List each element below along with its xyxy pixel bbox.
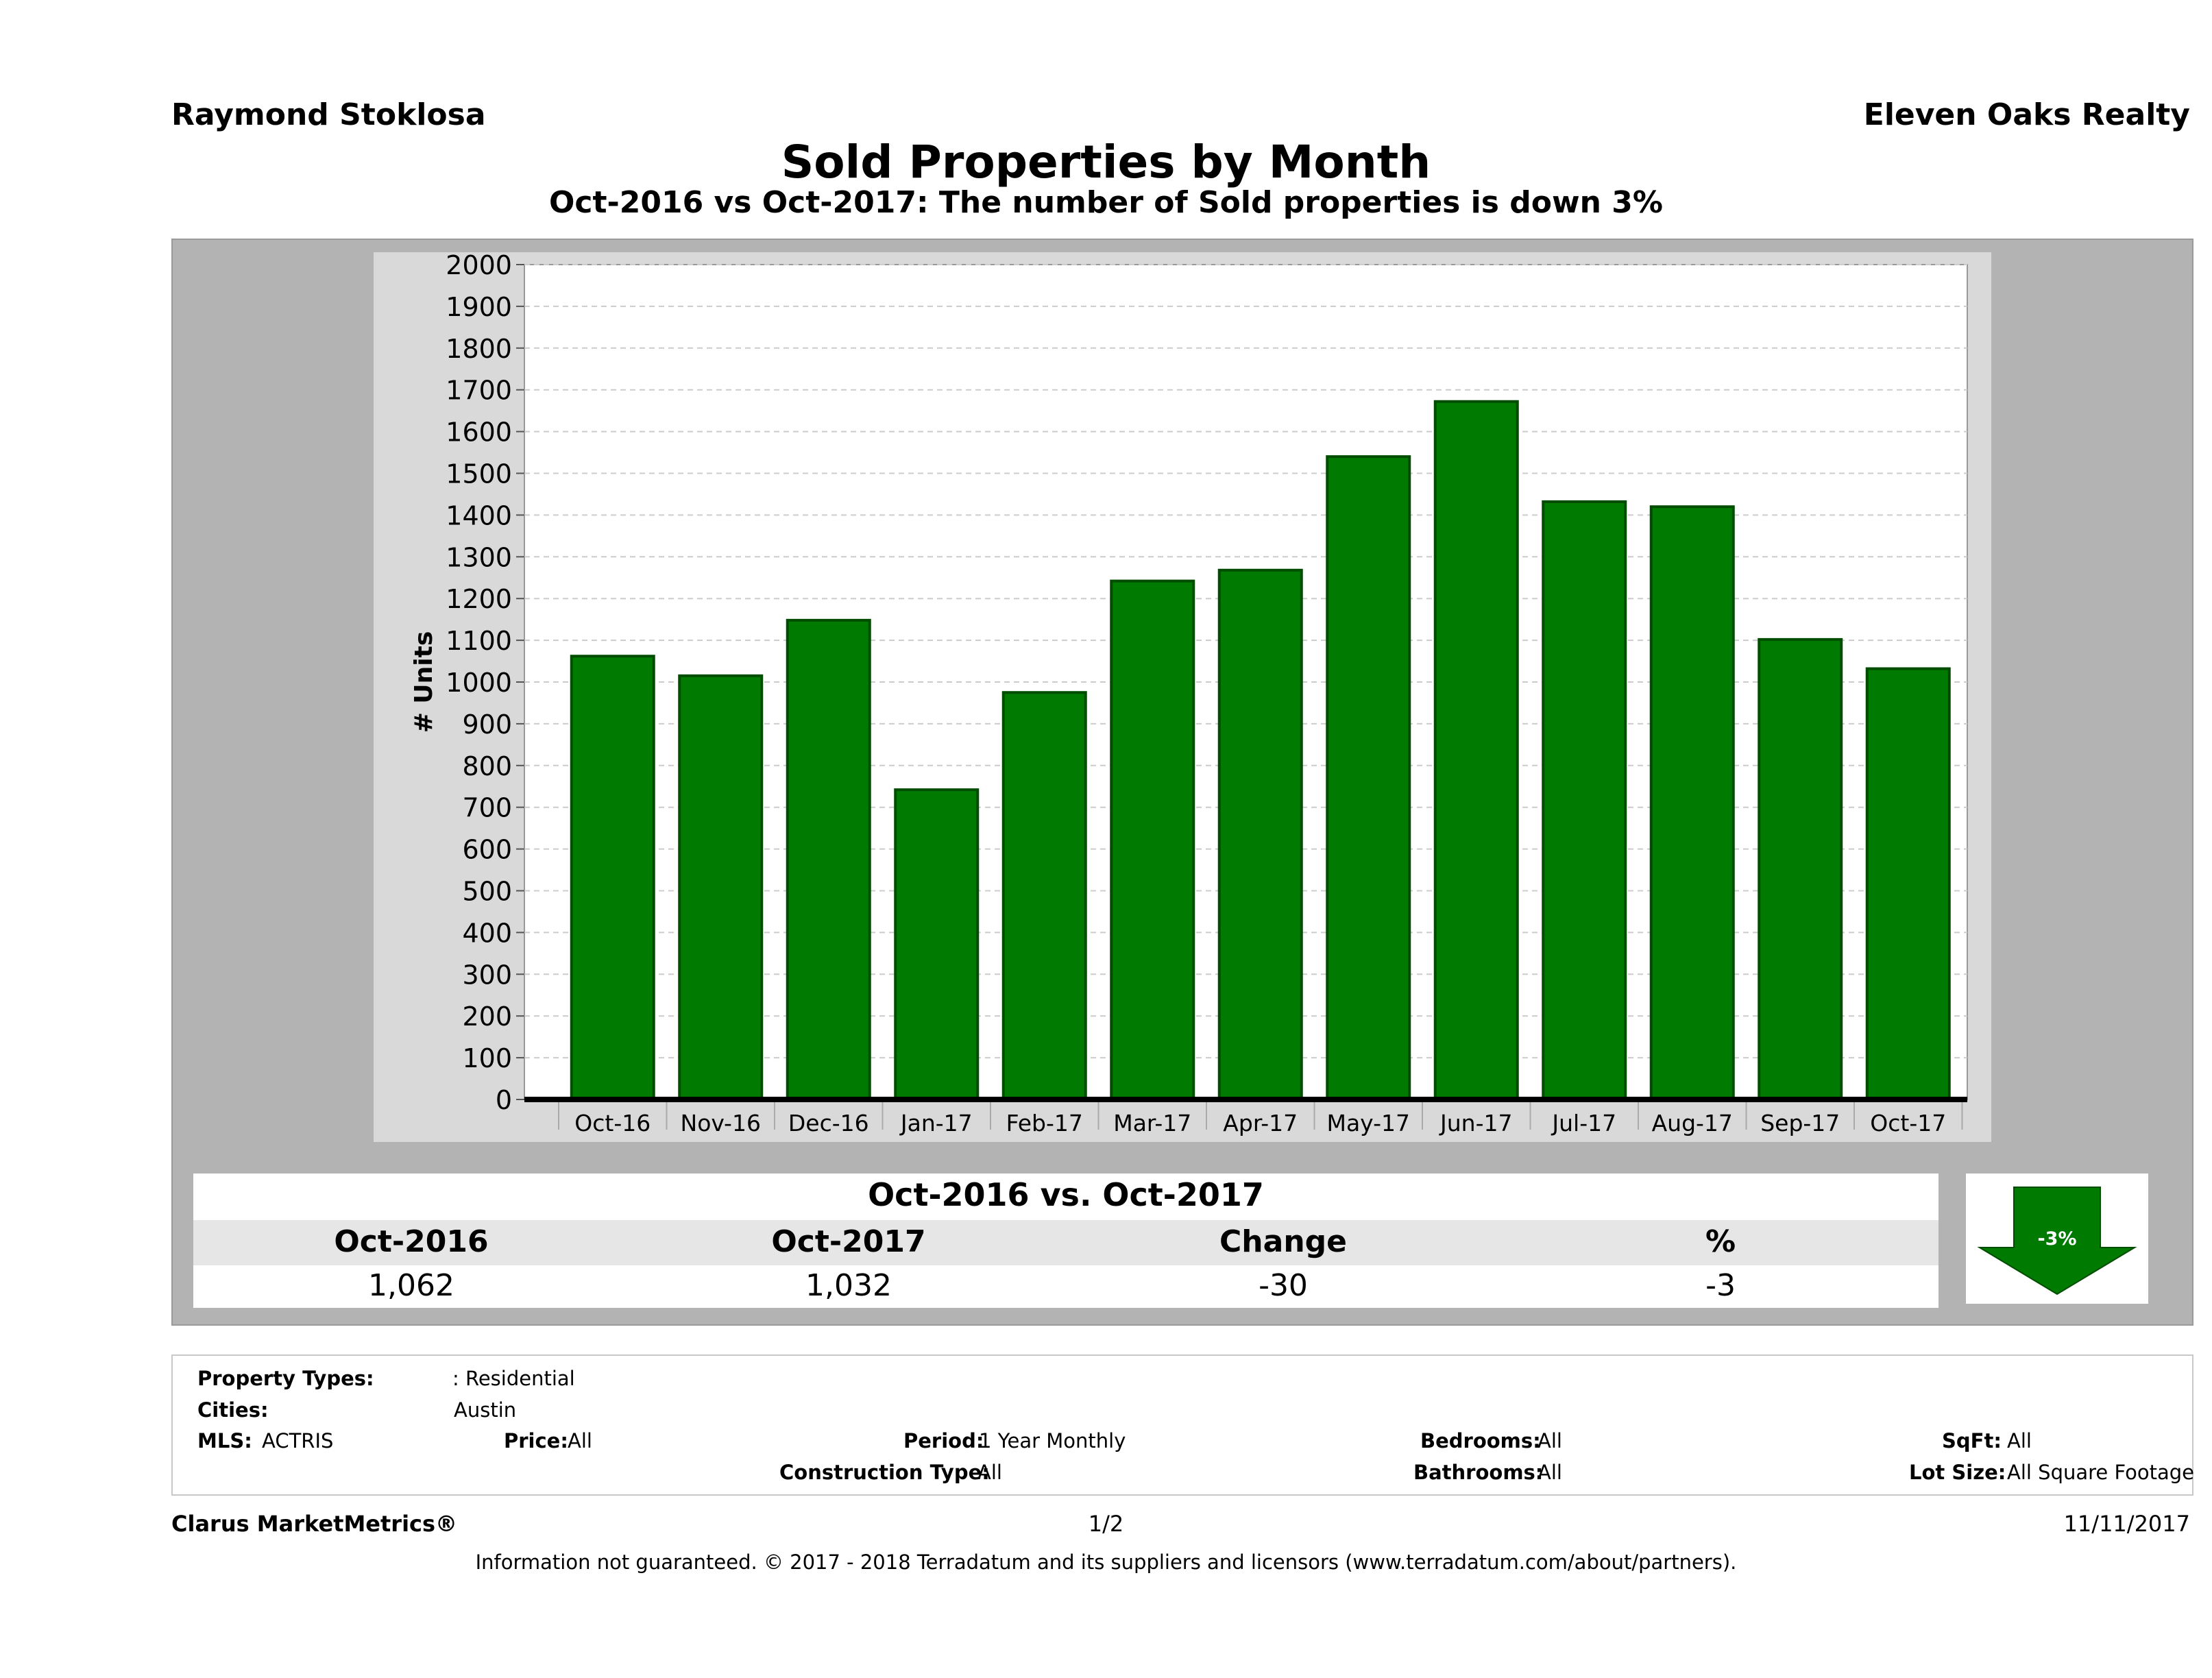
construction-label: Construction Type: [779, 1461, 990, 1484]
bar-may-17 [1326, 455, 1411, 1101]
cities-label: Cities: [197, 1398, 269, 1422]
comparison-header-percent: % [1705, 1224, 1736, 1259]
sqft-label: SqFt: [1942, 1429, 2002, 1452]
x-tick-label: Aug-17 [1652, 1110, 1733, 1136]
period-label: Period: [903, 1429, 984, 1452]
x-tick-label: Apr-17 [1223, 1110, 1298, 1136]
x-tick-label: Oct-17 [1870, 1110, 1946, 1136]
bar-chart: 0 100 200 300 400 500 600 700 800 900 1000 1100 1200… [410, 252, 1968, 1136]
comparison-title: Oct-2016 vs. Oct-2017 [868, 1176, 1264, 1213]
period-value: 1 Year Monthly [979, 1429, 1126, 1452]
y-tick-label: 900 [462, 709, 512, 740]
x-tick-label: Nov-16 [681, 1110, 761, 1136]
comparison-header-row [193, 1220, 1938, 1265]
y-tick-label: 1300 [446, 542, 512, 572]
page-subtitle: Oct-2016 vs Oct-2017: The number of Sold… [549, 185, 1663, 220]
disclaimer: Information not guaranteed. © 2017 - 201… [475, 1551, 1737, 1574]
y-tick-label: 700 [462, 793, 512, 823]
bar-mar-17 [1110, 579, 1195, 1101]
y-tick-label: 1800 [446, 334, 512, 364]
x-tick-label: Jan-17 [899, 1110, 973, 1136]
y-tick-label: 1600 [446, 417, 512, 448]
y-tick-label: 100 [462, 1043, 512, 1073]
bar-jul-17 [1542, 500, 1627, 1101]
lot-size-value: All Square Footage [2007, 1461, 2195, 1484]
property-types-label: Property Types: [197, 1367, 374, 1390]
product-name: Clarus MarketMetrics® [171, 1511, 458, 1537]
mls-value: ACTRIS [262, 1429, 334, 1452]
bar-aug-17 [1649, 505, 1735, 1102]
bedrooms-label: Bedrooms: [1420, 1429, 1541, 1452]
sqft-value: All [2007, 1429, 2032, 1452]
x-tick-label: Jul-17 [1551, 1110, 1616, 1136]
price-value: All [568, 1429, 592, 1452]
y-tick-label: 0 [496, 1085, 512, 1115]
cities-value: Austin [454, 1398, 517, 1422]
comparison-value-end: 1,032 [805, 1268, 892, 1303]
report-date: 11/11/2017 [2063, 1511, 2190, 1537]
y-tick-label: 300 [462, 960, 512, 990]
filter-summary [171, 1354, 2193, 1496]
brokerage-name: Eleven Oaks Realty [1863, 97, 2190, 132]
construction-value: All [977, 1461, 1002, 1484]
x-tick-label: May-17 [1326, 1110, 1410, 1136]
y-tick-label: 200 [462, 1001, 512, 1032]
price-label: Price: [504, 1429, 568, 1452]
y-tick-label: 1400 [446, 500, 512, 531]
y-tick-label: 1000 [446, 668, 512, 698]
y-tick-label: 800 [462, 751, 512, 781]
y-tick-label: 600 [462, 835, 512, 865]
comparison-header-start: Oct-2016 [334, 1224, 489, 1259]
page-number: 1/2 [1088, 1511, 1124, 1537]
bar-oct-16 [570, 655, 655, 1101]
bar-oct-17 [1865, 667, 1951, 1101]
y-tick-label: 2000 [446, 252, 512, 280]
comparison-value-row [193, 1265, 1938, 1308]
comparison-header-end: Oct-2017 [771, 1224, 926, 1259]
mls-label: MLS: [197, 1429, 252, 1452]
property-types-value: : Residential [452, 1367, 575, 1390]
page-title: Sold Properties by Month [781, 136, 1431, 189]
comparison-header-change: Change [1219, 1224, 1347, 1259]
comparison-value-start: 1,062 [368, 1268, 454, 1303]
bar-jun-17 [1433, 400, 1519, 1101]
lot-size-label: Lot Size: [1909, 1461, 2006, 1484]
bar-nov-16 [678, 674, 764, 1101]
bathrooms-value: All [1538, 1461, 1562, 1484]
x-tick-label: Oct-16 [574, 1110, 651, 1136]
y-tick-label: 1900 [446, 292, 512, 322]
bar-sep-17 [1758, 637, 1843, 1101]
bathrooms-label: Bathrooms: [1413, 1461, 1544, 1484]
x-tick-label: Dec-16 [788, 1110, 869, 1136]
bar-feb-17 [1001, 691, 1087, 1101]
comparison-title-row [193, 1174, 1938, 1220]
x-tick-label: Sep-17 [1760, 1110, 1840, 1136]
x-tick-label: Mar-17 [1113, 1110, 1191, 1136]
y-tick-label: 1700 [446, 376, 512, 406]
change-badge: -3% [1966, 1174, 2148, 1304]
y-tick-label: 1200 [446, 584, 512, 614]
y-tick-label: 1500 [446, 459, 512, 489]
y-tick-label: 400 [462, 918, 512, 948]
bar-dec-16 [786, 618, 871, 1101]
x-tick-label: Feb-17 [1006, 1110, 1083, 1136]
bar-apr-17 [1217, 568, 1303, 1101]
bar-jan-17 [894, 788, 980, 1101]
down-arrow-icon: -3% [1977, 1187, 2137, 1296]
change-badge-label: -3% [2037, 1228, 2076, 1250]
x-tick-label: Jun-17 [1439, 1110, 1512, 1136]
agent-name: Raymond Stoklosa [171, 97, 486, 132]
chart-panel: 0 100 200 300 400 500 600 700 800 900 1000 1100 1200… [374, 252, 1991, 1142]
bedrooms-value: All [1538, 1429, 1562, 1452]
y-axis-label: # Units [410, 631, 438, 733]
y-tick-label: 500 [462, 877, 512, 907]
comparison-value-percent: -3 [1705, 1268, 1736, 1303]
y-tick-label: 1100 [446, 626, 512, 656]
comparison-value-change: -30 [1259, 1268, 1308, 1303]
